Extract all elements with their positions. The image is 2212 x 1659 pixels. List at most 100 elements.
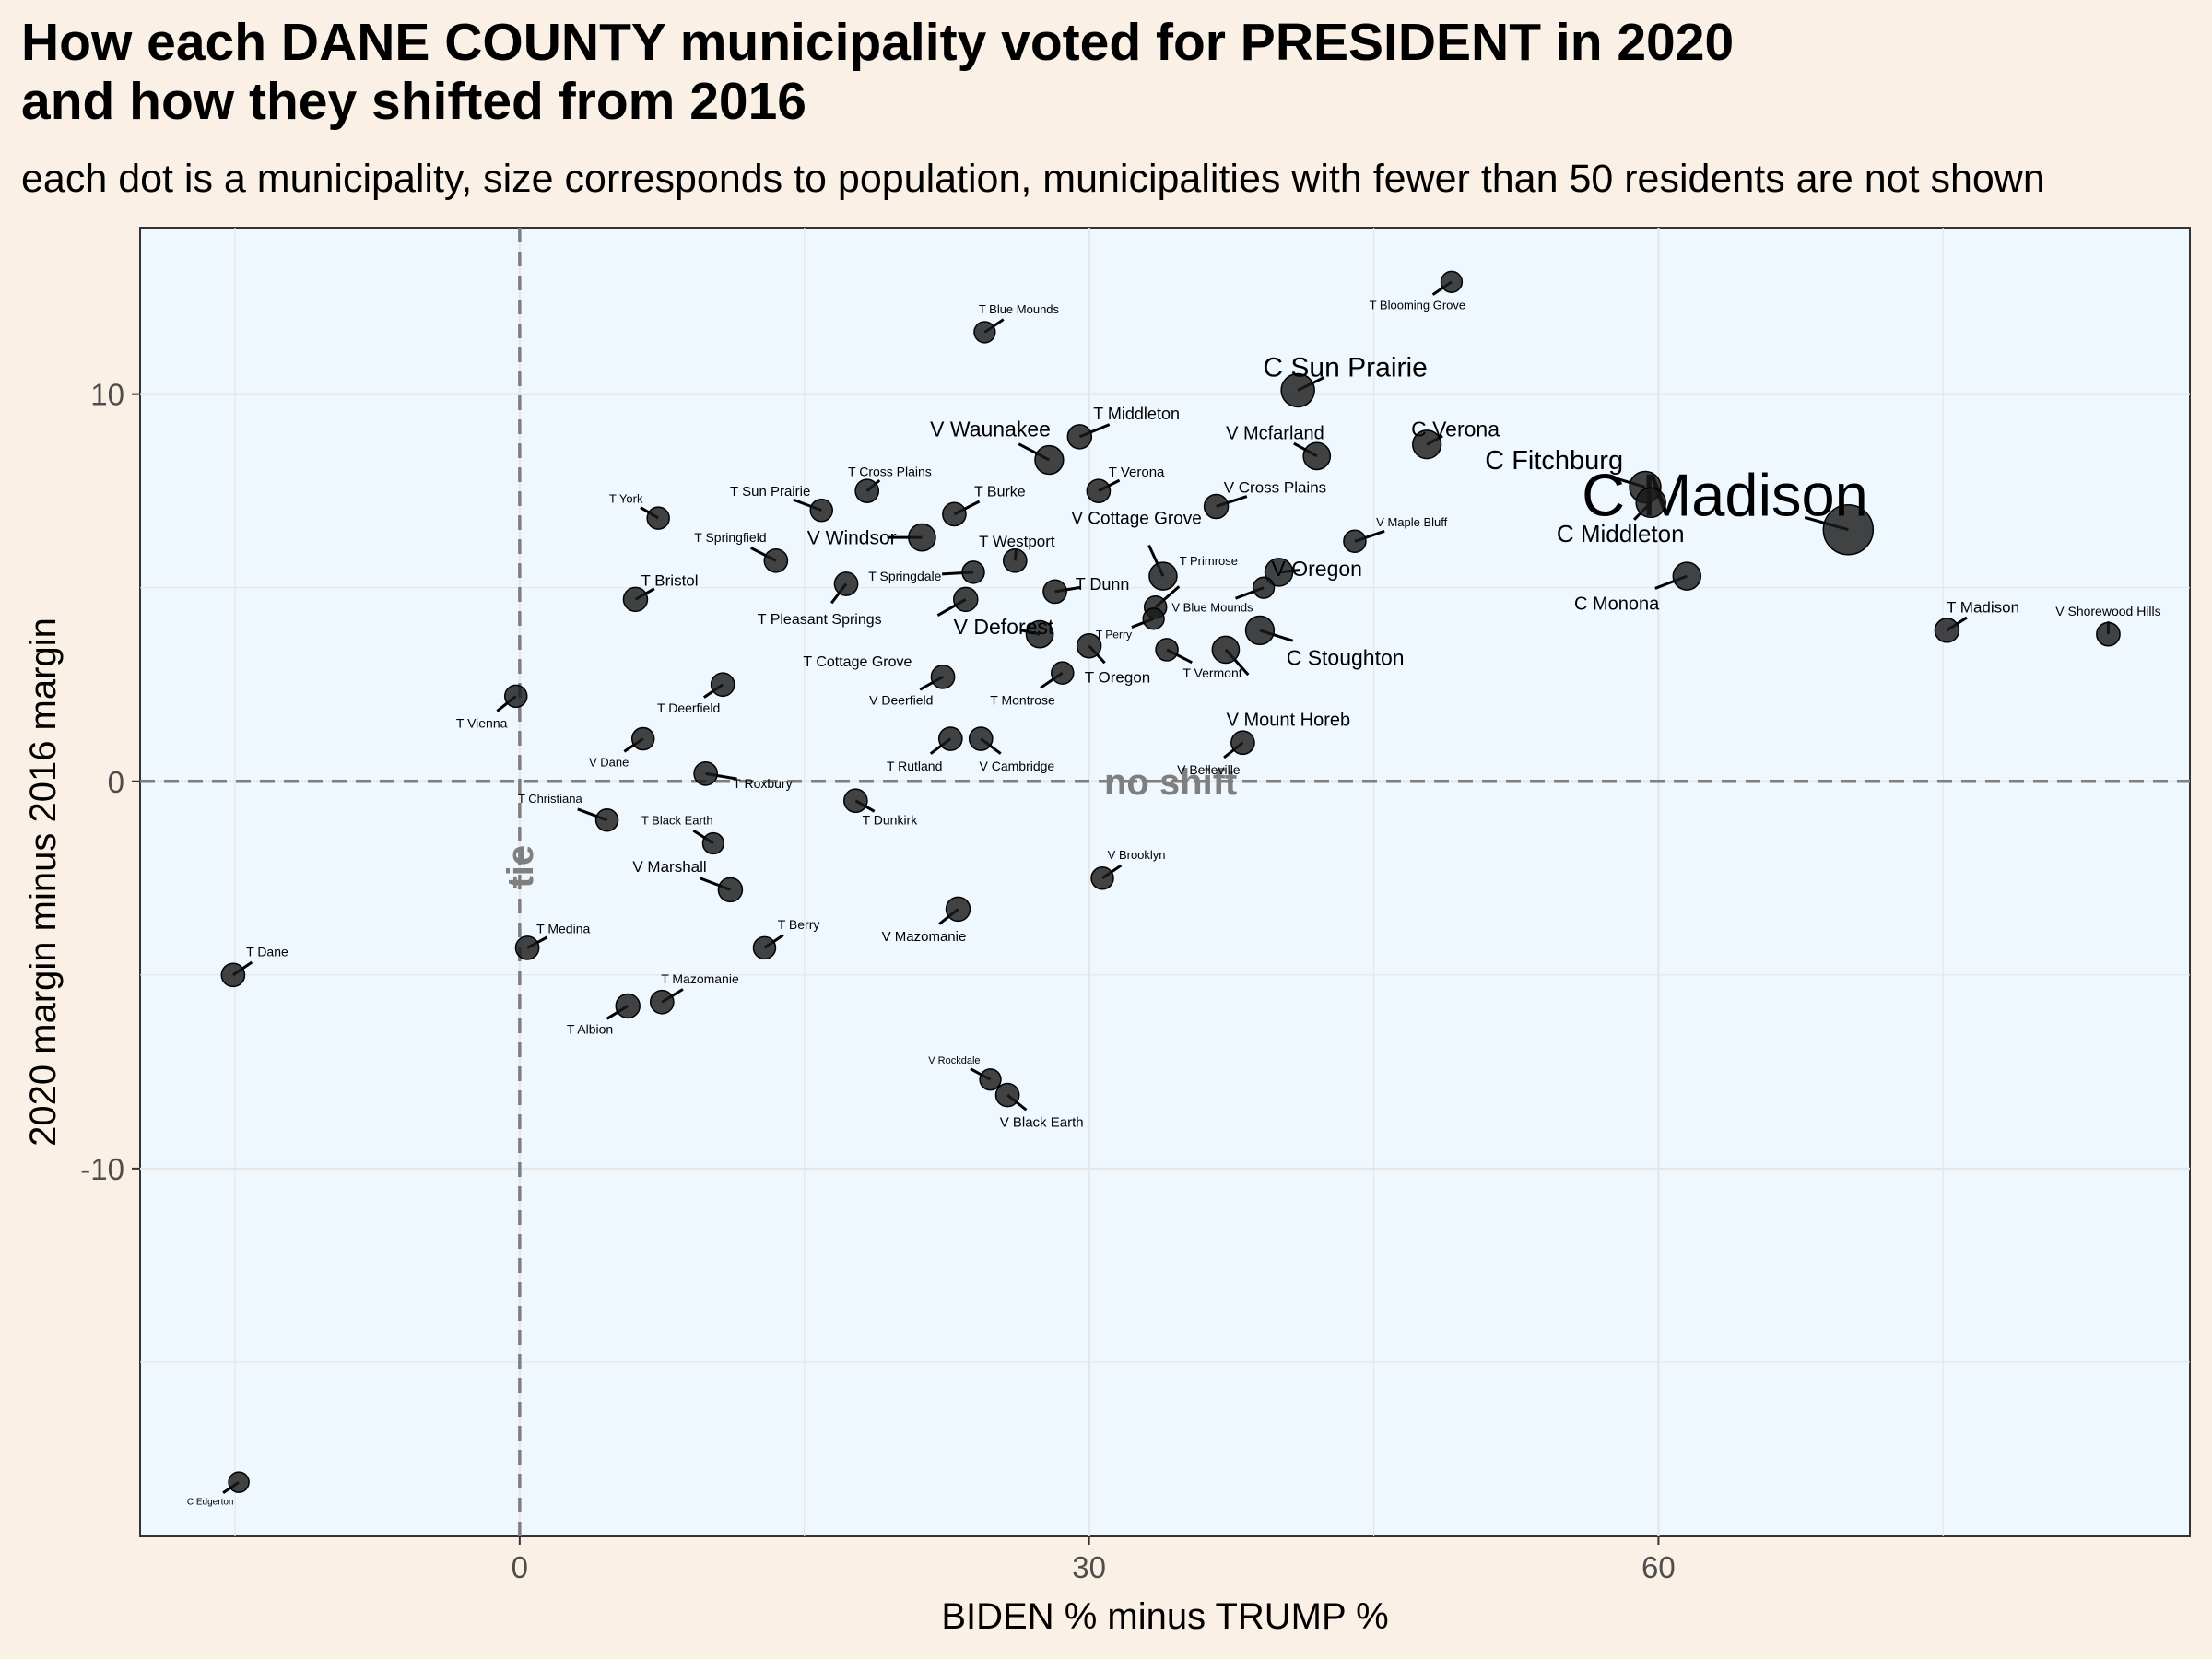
y-axis-title: 2020 margin minus 2016 margin — [23, 618, 64, 1147]
point-t-rutland — [937, 726, 963, 751]
point-c-verona — [1412, 429, 1442, 460]
point-v-deforest — [1025, 619, 1054, 649]
point-t-cottage-grove — [953, 586, 979, 613]
point-v-mazomanie — [945, 896, 971, 923]
point-t-berry — [752, 935, 777, 960]
point-t-perry — [1142, 607, 1165, 630]
label-t-middleton: T Middleton — [1093, 405, 1180, 423]
y-tick-label: 10 — [90, 378, 124, 412]
label-t-verona: T Verona — [1109, 465, 1165, 480]
label-v-cross-plains: V Cross Plains — [1224, 478, 1326, 496]
point-t-black-earth — [701, 831, 725, 855]
chart-title-line1: How each DANE COUNTY municipality voted … — [21, 13, 1735, 72]
label-t-cottage-grove: T Cottage Grove — [803, 654, 912, 670]
label-t-perry: T Perry — [1096, 628, 1132, 641]
point-v-cottage-grove — [1148, 561, 1178, 591]
label-t-york: T York — [609, 492, 643, 506]
point-v-belleville — [1230, 730, 1255, 756]
point-t-york — [646, 506, 670, 530]
label-t-pleasant-springs: T Pleasant Springs — [758, 612, 882, 628]
label-t-rutland: T Rutland — [887, 759, 942, 773]
point-v-cross-plains — [1203, 493, 1230, 520]
y-tick-label: 0 — [108, 765, 124, 799]
label-c-edgerton: C Edgerton — [187, 1498, 234, 1508]
label-t-westport: T Westport — [979, 533, 1055, 550]
label-v-maple-bluff: V Maple Bluff — [1376, 515, 1447, 529]
y-tick-label: -10 — [80, 1152, 124, 1186]
plot-panel — [139, 227, 2191, 1537]
label-t-primrose: T Primrose — [1180, 554, 1238, 568]
label-t-albion: T Albion — [567, 1022, 613, 1037]
x-tick-label: 60 — [1641, 1550, 1676, 1584]
point-v-oregon — [1264, 558, 1294, 587]
point-t-westport — [1002, 547, 1028, 573]
point-t-springdale — [961, 560, 985, 584]
label-t-deerfield: T Deerfield — [657, 700, 720, 715]
point-v-brooklyn — [1090, 866, 1114, 890]
label-c-stoughton: C Stoughton — [1287, 645, 1405, 669]
label-t-berry: T Berry — [778, 917, 820, 932]
label-v-deerfield: V Deerfield — [869, 692, 933, 707]
label-c-verona: C Verona — [1411, 418, 1500, 441]
point-t-vermont — [1155, 638, 1179, 662]
point-t-springfield — [763, 547, 789, 573]
point-t-sun-prairie — [809, 498, 834, 523]
label-t-montrose: T Montrose — [990, 692, 1055, 707]
point-v-mount-horeb — [1211, 635, 1241, 665]
point-v-maple-bluff — [1343, 529, 1367, 554]
label-v-blue-mounds: V Blue Mounds — [1171, 600, 1253, 614]
label-v-marshall: V Marshall — [632, 858, 706, 876]
label-t-blooming-grove: T Blooming Grove — [1370, 299, 1466, 312]
label-t-springdale: T Springdale — [868, 569, 941, 583]
point-v-dane — [630, 726, 655, 751]
label-t-springfield: T Springfield — [694, 530, 766, 545]
label-v-cambridge: V Cambridge — [980, 759, 1055, 773]
point-t-christiana — [594, 808, 619, 832]
label-t-medina: T Medina — [536, 921, 590, 935]
label-v-rockdale: V Rockdale — [928, 1055, 980, 1066]
label-v-dane: V Dane — [589, 755, 629, 769]
label-c-monona: C Monona — [1574, 594, 1660, 615]
label-c-sun-prairie: C Sun Prairie — [1263, 353, 1427, 383]
label-t-sun-prairie: T Sun Prairie — [730, 484, 810, 500]
point-t-deerfield — [710, 672, 735, 698]
label-v-mcfarland: V Mcfarland — [1226, 424, 1324, 444]
point-c-middleton — [1635, 487, 1666, 519]
point-t-blooming-grove — [1440, 270, 1464, 293]
label-v-oregon: V Oregon — [1272, 557, 1362, 581]
label-c-madison: C Madison — [1582, 462, 1868, 529]
label-v-belleville: V Belleville — [1177, 762, 1241, 777]
label-v-deforest: V Deforest — [954, 615, 1054, 639]
point-t-dunn — [1042, 579, 1067, 605]
point-t-montrose — [1051, 661, 1075, 685]
label-t-black-earth: T Black Earth — [641, 813, 713, 827]
point-v-cambridge — [968, 726, 994, 751]
tie-label: tie — [500, 845, 541, 888]
point-t-roxbury — [693, 761, 719, 786]
label-t-cross-plains: T Cross Plains — [848, 465, 932, 479]
label-t-dane: T Dane — [246, 945, 288, 959]
label-t-bristol: T Bristol — [641, 571, 699, 589]
label-t-blue-mounds: T Blue Mounds — [979, 302, 1060, 316]
point-v-deerfield — [930, 664, 956, 689]
point-c-madison — [1822, 503, 1875, 556]
axis-ticks: 0 30 60 -10 0 10 — [80, 378, 1675, 1584]
point-v-windsor — [908, 523, 936, 552]
point-t-mazomanie — [649, 989, 675, 1015]
data-points: C Madison C Sun Prairie C Fitchburg C Middl… — [187, 270, 2161, 1508]
label-v-mount-horeb: V Mount Horeb — [1227, 711, 1351, 731]
label-t-dunn: T Dunn — [1076, 575, 1130, 594]
point-c-edgerton — [228, 1471, 250, 1493]
point-c-stoughton — [1244, 615, 1276, 646]
label-t-mazomanie: T Mazomanie — [661, 971, 739, 986]
label-c-middleton: C Middleton — [1557, 520, 1685, 547]
label-v-waunakee: V Waunakee — [930, 418, 1051, 441]
point-t-verona — [1086, 478, 1112, 504]
point-t-madison — [1934, 618, 1960, 643]
x-tick-label: 30 — [1072, 1550, 1106, 1584]
label-t-christiana: T Christiana — [518, 792, 583, 806]
chart-subtitle: each dot is a municipality, size corresp… — [21, 157, 2045, 201]
point-t-dunkirk — [842, 788, 868, 814]
point-t-vienna — [503, 684, 528, 709]
